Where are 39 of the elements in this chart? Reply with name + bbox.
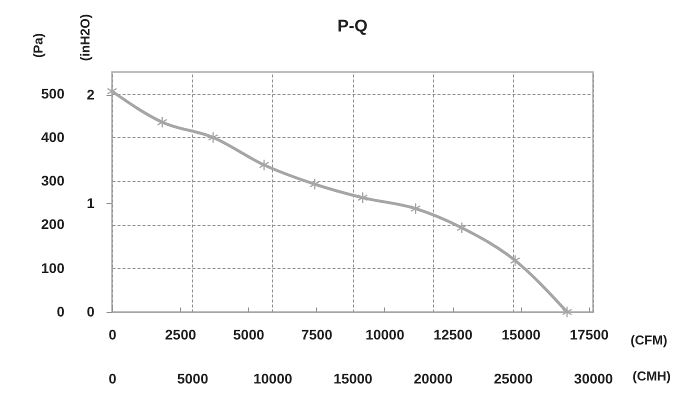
x2-axis-title: (CMH): [632, 368, 671, 384]
x-tick-label: 5000: [233, 326, 264, 342]
y-tick-label: 500: [41, 85, 65, 102]
y-axis-title: (Pa): [30, 33, 46, 58]
point: [410, 202, 421, 214]
x-tick-label: 10000: [365, 326, 405, 342]
x2-tick-label: 20000: [414, 370, 453, 386]
y2-tick-label: 0: [86, 304, 95, 320]
point: [157, 116, 168, 128]
point: [357, 192, 368, 204]
y-tick-label: 100: [41, 260, 65, 276]
x2-tick-label: 0: [108, 370, 117, 386]
x-tick-label: 17500: [570, 326, 609, 342]
y-tick-label: 200: [41, 216, 65, 232]
x2-tick-label: 10000: [253, 370, 293, 386]
x-axis-title: (CFM): [630, 332, 668, 348]
x2-tick-label: 25000: [494, 370, 534, 386]
x-tick-label: 7500: [301, 326, 333, 342]
x-tick-label: 15000: [502, 326, 541, 342]
point: [208, 132, 218, 144]
y-tick-label: 400: [41, 128, 65, 145]
y2-tick-label: 2: [86, 86, 95, 102]
x-tick-label: 12500: [434, 326, 473, 342]
point: [456, 222, 468, 234]
x-tick-label: 2500: [165, 326, 196, 342]
chart-title: P-Q: [337, 16, 368, 36]
x2-tick-label: 30000: [574, 370, 614, 386]
y2-axis-title: (inH2O): [78, 14, 92, 61]
point: [106, 85, 118, 98]
point: [309, 178, 320, 190]
y2-tick-label: 1: [86, 194, 95, 211]
point: [562, 306, 572, 318]
x2-tick-label: 15000: [334, 370, 373, 386]
point: [258, 159, 270, 171]
y-tick-label: 0: [56, 304, 65, 320]
point: [510, 254, 520, 266]
x2-tick-label: 5000: [177, 370, 208, 386]
y-tick-label: 300: [41, 172, 65, 189]
x-tick-label: 0: [108, 326, 117, 342]
